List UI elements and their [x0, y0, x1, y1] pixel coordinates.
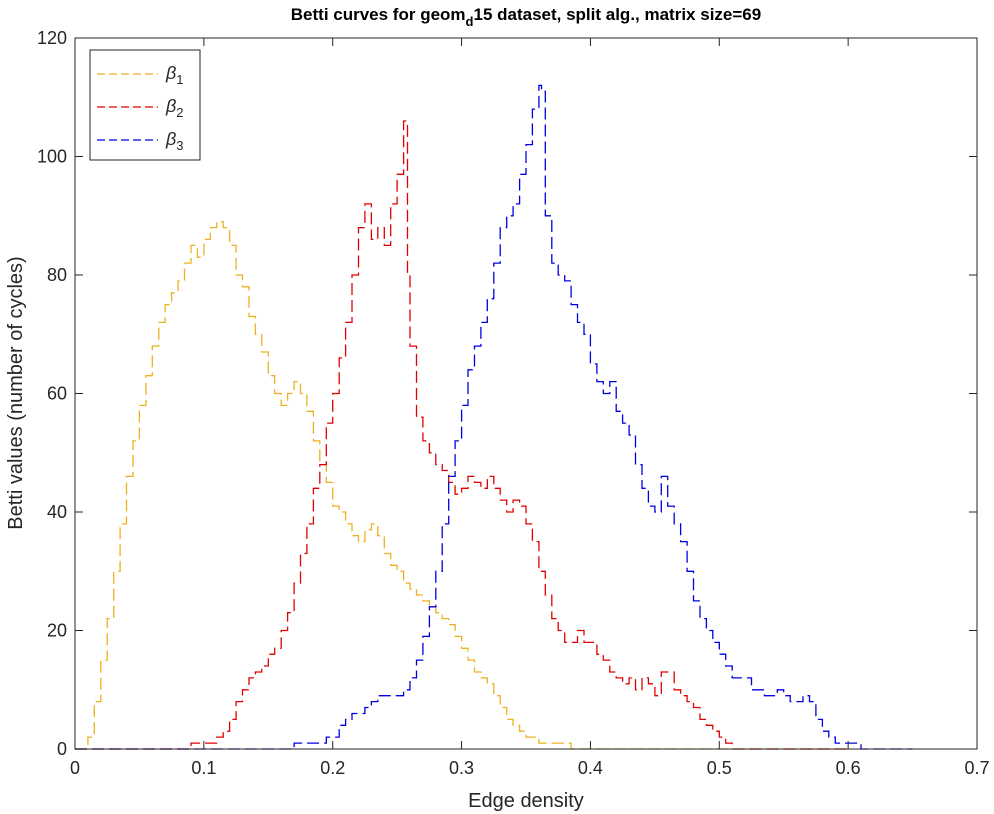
ticks-layer: 0 0.1 0.2 0.3 0.4 0.5 0.6 0.7 0 20 40 60 80 100 120 — [37, 28, 990, 778]
x-axis-label: Edge density — [468, 790, 584, 812]
x-tick-label: 0.6 — [836, 758, 861, 778]
x-tick-label: 0.3 — [449, 758, 474, 778]
y-tick-label: 100 — [37, 147, 67, 167]
legend-subscript: 2 — [176, 105, 183, 120]
y-tick-label: 40 — [47, 502, 67, 522]
chart-title-subscript: d — [466, 14, 474, 29]
chart-title-rest: 15 dataset, split alg., matrix size=69 — [473, 5, 761, 24]
chart-title-main: Betti curves for geom — [291, 5, 466, 24]
y-tick-label: 0 — [57, 739, 67, 759]
plot-frame — [74, 37, 978, 750]
y-tick-label: 20 — [47, 621, 67, 641]
legend-subscript: 3 — [176, 138, 183, 153]
legend-symbol: β — [165, 63, 176, 83]
x-tick-label: 0.5 — [707, 758, 732, 778]
series-layer — [75, 84, 913, 750]
legend-label-beta-3: β3 — [165, 129, 184, 153]
legend-symbol: β — [165, 129, 176, 149]
y-axis-label: Betti values (number of cycles) — [5, 256, 27, 529]
legend-label-beta-2: β2 — [165, 96, 184, 120]
series-line-beta-2 — [75, 120, 849, 750]
x-tick-label: 0 — [70, 758, 80, 778]
x-tick-label: 0.2 — [320, 758, 345, 778]
plot-area: 0 0.1 0.2 0.3 0.4 0.5 0.6 0.7 0 20 40 60 80 100 120 — [37, 28, 990, 778]
y-tick-label: 80 — [47, 265, 67, 285]
legend-box — [89, 49, 201, 161]
x-tick-label: 0.1 — [191, 758, 216, 778]
series-line-beta-3 — [75, 84, 913, 750]
y-tick-label: 120 — [37, 28, 67, 48]
x-tick-label: 0.4 — [578, 758, 603, 778]
x-tick-label: 0.7 — [964, 758, 989, 778]
y-tick-label: 60 — [47, 384, 67, 404]
chart-title: Betti curves for geomd15 dataset, split … — [291, 5, 761, 29]
legend-symbol: β — [165, 96, 176, 116]
legend-subscript: 1 — [176, 72, 183, 87]
legend-label-beta-1: β1 — [165, 63, 184, 87]
